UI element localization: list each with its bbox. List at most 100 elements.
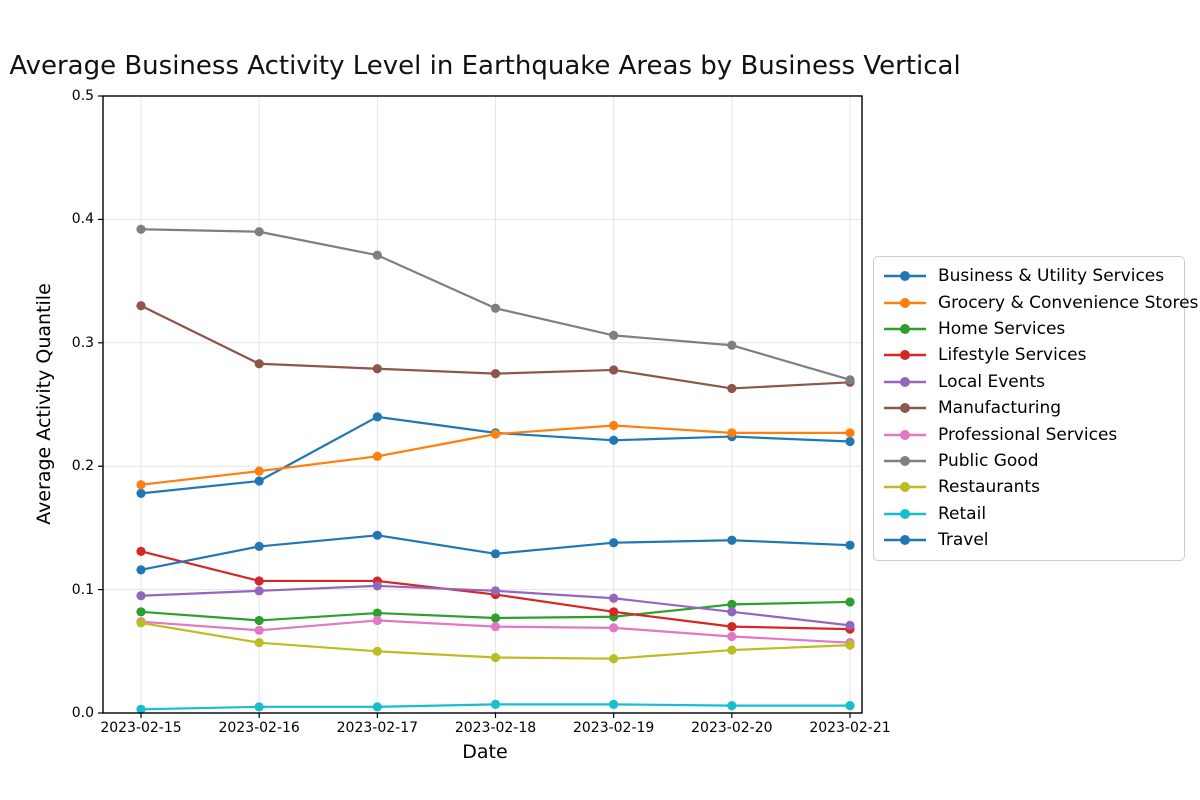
x-tick-label: 2023-02-20 <box>691 720 773 736</box>
series-marker <box>254 586 264 596</box>
series-marker <box>609 607 619 617</box>
series-marker <box>727 607 737 617</box>
series-marker <box>490 652 501 663</box>
legend-label: Manufacturing <box>938 398 1062 419</box>
legend-label: Restaurants <box>938 477 1040 498</box>
x-tick-label: 2023-02-18 <box>454 720 537 736</box>
series-marker <box>845 700 855 711</box>
legend-item: Travel <box>882 527 1176 553</box>
series-marker <box>372 250 382 260</box>
legend-item: Retail <box>882 501 1176 527</box>
series-marker <box>136 546 146 556</box>
series-marker <box>254 576 264 586</box>
series-marker <box>490 622 501 632</box>
series-marker <box>136 591 146 601</box>
series-marker <box>727 383 737 394</box>
x-tick-label: 2023-02-19 <box>572 720 655 736</box>
series-marker <box>845 620 855 630</box>
legend-label: Public Good <box>938 450 1039 471</box>
series-marker <box>372 412 382 422</box>
legend-line-marker-sample <box>884 297 926 308</box>
series-marker <box>845 640 855 650</box>
series-marker <box>609 330 619 340</box>
series-marker <box>372 702 382 712</box>
series-marker <box>254 359 264 369</box>
series-marker <box>609 593 619 603</box>
legend-label: Local Events <box>938 371 1046 392</box>
series-marker <box>845 375 855 385</box>
series-marker <box>727 700 737 711</box>
series-marker <box>254 625 264 635</box>
legend-label: Lifestyle Services <box>938 345 1087 366</box>
legend-item: Local Events <box>882 369 1176 395</box>
series-marker <box>727 340 737 350</box>
legend-item: Grocery & Convenience Stores <box>882 289 1198 315</box>
series-marker <box>372 608 382 618</box>
series-marker <box>490 699 501 709</box>
legend-item: Public Good <box>882 448 1176 474</box>
series-marker <box>490 549 501 559</box>
series-marker <box>609 435 619 445</box>
legend-line-marker-sample <box>884 535 926 546</box>
legend-line-marker-sample <box>884 429 926 440</box>
axes-spines <box>102 95 863 714</box>
series-marker <box>254 541 264 552</box>
legend-label: Business & Utility Services <box>938 266 1165 287</box>
legend-item: Professional Services <box>882 421 1176 447</box>
series-marker <box>609 699 619 709</box>
series-marker <box>254 227 264 237</box>
series-marker <box>609 538 619 548</box>
legend: Business & Utility Services Grocery & Con… <box>873 256 1198 562</box>
series-marker <box>727 428 737 438</box>
chart-title: Average Business Activity Level in Earth… <box>9 51 961 81</box>
series-marker <box>609 654 619 664</box>
legend-label: Travel <box>938 530 989 551</box>
series-marker <box>727 599 737 610</box>
legend-label: Retail <box>938 503 987 524</box>
x-tick-label: 2023-02-17 <box>336 720 419 736</box>
series-marker <box>136 480 146 490</box>
y-tick-label: 0.1 <box>71 581 94 598</box>
legend-label: Grocery & Convenience Stores <box>938 292 1199 313</box>
legend-line-marker-sample <box>884 403 926 414</box>
legend-line-marker-sample <box>884 455 926 466</box>
series-marker <box>372 646 382 656</box>
series-marker <box>490 613 501 623</box>
series-marker <box>609 420 619 431</box>
series-marker <box>372 451 382 461</box>
x-tick-label: 2023-02-15 <box>100 720 182 736</box>
series-marker <box>136 607 146 617</box>
legend-label: Professional Services <box>938 424 1118 445</box>
y-tick-label: 0.4 <box>71 211 94 228</box>
legend-line-marker-sample <box>884 323 926 334</box>
legend-line-marker-sample <box>884 508 926 519</box>
legend-line-marker-sample <box>884 482 926 493</box>
series-marker <box>609 623 619 633</box>
series-marker <box>136 224 146 234</box>
y-tick-label: 0.2 <box>71 458 94 475</box>
legend-line-marker-sample <box>884 376 926 387</box>
x-tick-label: 2023-02-21 <box>809 720 891 736</box>
series-marker <box>372 364 382 374</box>
legend-line-marker-sample <box>884 350 926 361</box>
legend-item: Business & Utility Services <box>882 263 1176 289</box>
x-tick-label: 2023-02-16 <box>218 720 300 736</box>
series-marker <box>372 530 382 540</box>
series-marker <box>490 429 501 439</box>
series-marker <box>136 618 146 628</box>
series-marker <box>136 301 146 311</box>
y-tick-label: 0.3 <box>71 334 94 351</box>
y-tick-label: 0.0 <box>71 705 94 721</box>
series-marker <box>372 615 382 626</box>
series-marker <box>490 369 501 379</box>
series-marker <box>254 476 264 486</box>
series-marker <box>372 581 382 591</box>
series-marker <box>845 436 855 447</box>
legend-item: Restaurants <box>882 474 1176 500</box>
legend-label: Home Services <box>938 318 1066 339</box>
legend-item: Manufacturing <box>882 395 1176 421</box>
x-axis-label: Date <box>462 741 508 763</box>
series-marker <box>136 488 146 498</box>
series-marker <box>136 704 146 714</box>
